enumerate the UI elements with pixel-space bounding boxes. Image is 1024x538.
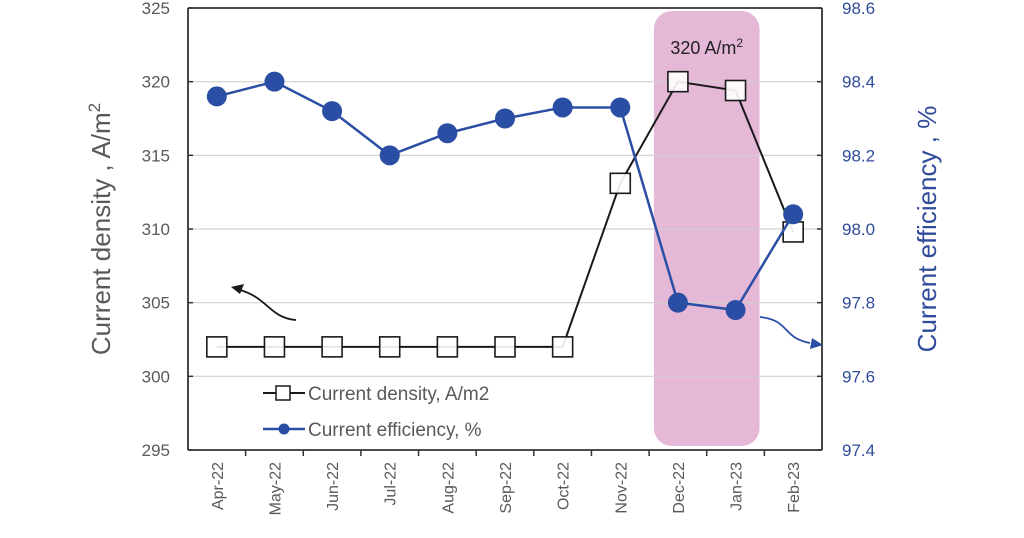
efficiency-point bbox=[322, 101, 343, 122]
x-tick-label: Aug-22 bbox=[440, 462, 457, 514]
legend-marker-efficiency bbox=[278, 423, 290, 435]
y-tick-left-label: 310 bbox=[142, 220, 170, 239]
efficiency-point bbox=[437, 123, 458, 144]
y-tick-right-label: 98.2 bbox=[842, 146, 875, 165]
density-point bbox=[263, 336, 286, 358]
grid-layer bbox=[188, 81, 822, 377]
y-tick-left-label: 305 bbox=[142, 294, 170, 313]
y-tick-left-label: 325 bbox=[142, 0, 170, 18]
y-axis-left-label: Current density , A/m2 bbox=[85, 103, 116, 355]
left-axis-arrow-icon bbox=[239, 289, 297, 321]
y-tick-right-label: 97.8 bbox=[842, 294, 875, 313]
y-tick-left-label: 320 bbox=[142, 73, 170, 92]
legend-label-efficiency: Current efficiency, % bbox=[308, 420, 482, 441]
x-tick-label: Dec-22 bbox=[671, 462, 688, 514]
right-axis-arrow-icon bbox=[759, 316, 811, 344]
density-point bbox=[206, 336, 228, 358]
density-point bbox=[436, 336, 459, 358]
density-point bbox=[494, 336, 516, 358]
y-tick-left-label: 295 bbox=[142, 441, 170, 460]
y-tick-left-label: 300 bbox=[142, 367, 170, 386]
y-axis-right-label: Current efficiency , % bbox=[912, 106, 942, 353]
left-axis-arrowhead-icon bbox=[231, 284, 244, 294]
efficiency-point bbox=[552, 97, 573, 118]
legend-label-density: Current density, A/m2 bbox=[308, 384, 489, 405]
legend: Current density, A/m2 Current efficiency… bbox=[263, 384, 489, 441]
density-point bbox=[321, 336, 343, 358]
right-axis-arrowhead-icon bbox=[810, 338, 823, 349]
y-tick-left-label: 315 bbox=[142, 146, 170, 165]
x-tick-label: Jul-22 bbox=[383, 462, 400, 506]
density-point bbox=[551, 336, 574, 358]
density-point bbox=[609, 172, 632, 195]
efficiency-point bbox=[206, 86, 227, 107]
x-tick-label: Oct-22 bbox=[556, 462, 573, 510]
y-tick-right-label: 98.6 bbox=[842, 0, 875, 18]
y-tick-right-label: 97.4 bbox=[842, 441, 875, 460]
density-point bbox=[667, 70, 689, 93]
y-tick-right-label: 98.4 bbox=[842, 73, 875, 92]
axes-layer: 295 300 305 310 315 320 325 97.4 97.6 97.8 98.0 98.… bbox=[142, 0, 875, 515]
y-tick-right-label: 98.0 bbox=[842, 220, 875, 239]
x-tick-label: Feb-23 bbox=[786, 462, 803, 513]
series-layer bbox=[206, 70, 804, 358]
efficiency-point bbox=[264, 71, 285, 92]
density-point bbox=[378, 336, 401, 358]
efficiency-point bbox=[495, 108, 515, 129]
highlight-label: 320 A/m2 bbox=[670, 36, 743, 58]
x-tick-label: Sep-22 bbox=[498, 462, 515, 514]
x-tick-label: Nov-22 bbox=[613, 462, 630, 514]
efficiency-point bbox=[783, 204, 804, 225]
efficiency-point bbox=[610, 97, 631, 118]
x-tick-label: Jan-23 bbox=[729, 462, 746, 511]
legend-marker-density bbox=[275, 385, 291, 401]
x-tick-label: Apr-22 bbox=[210, 462, 227, 510]
x-tick-label: May-22 bbox=[267, 462, 284, 515]
density-point bbox=[724, 79, 747, 102]
efficiency-point bbox=[379, 145, 400, 166]
efficiency-point bbox=[725, 300, 746, 321]
annot-layer: 320 A/m2 bbox=[231, 36, 823, 349]
y-tick-right-label: 97.6 bbox=[842, 367, 875, 386]
efficiency-point bbox=[667, 292, 688, 313]
x-tick-label: Jun-22 bbox=[325, 462, 342, 511]
